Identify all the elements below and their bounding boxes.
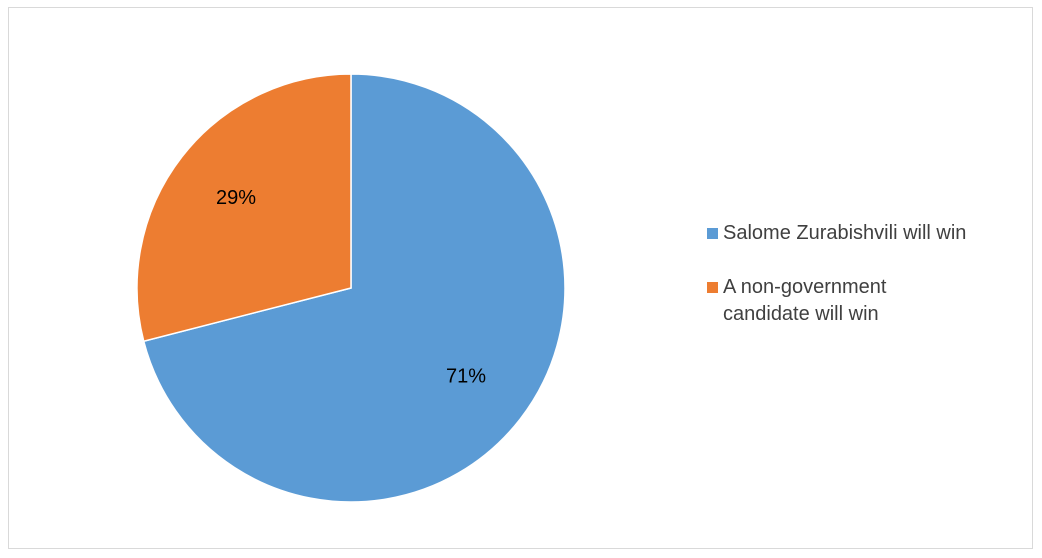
legend-item-salome: Salome Zurabishvili will win xyxy=(707,220,1037,247)
legend-item-non-government: A non-government candidate will win xyxy=(707,274,1037,328)
legend-label-non-government: A non-government candidate will win xyxy=(723,276,887,325)
pie-slice-non-government xyxy=(136,73,352,343)
pie-slice-salome xyxy=(142,73,566,503)
legend-label-salome: Salome Zurabishvili will win xyxy=(723,222,967,244)
data-label-salome: 71% xyxy=(446,365,486,387)
pie-slices xyxy=(136,73,566,503)
legend-swatch-salome xyxy=(707,228,718,239)
slice-labels: 71% 29% xyxy=(216,187,486,387)
legend: Salome Zurabishvili will win A non-gover… xyxy=(707,220,1037,355)
data-label-non-government: 29% xyxy=(216,187,256,209)
legend-swatch-non-government xyxy=(707,282,718,293)
